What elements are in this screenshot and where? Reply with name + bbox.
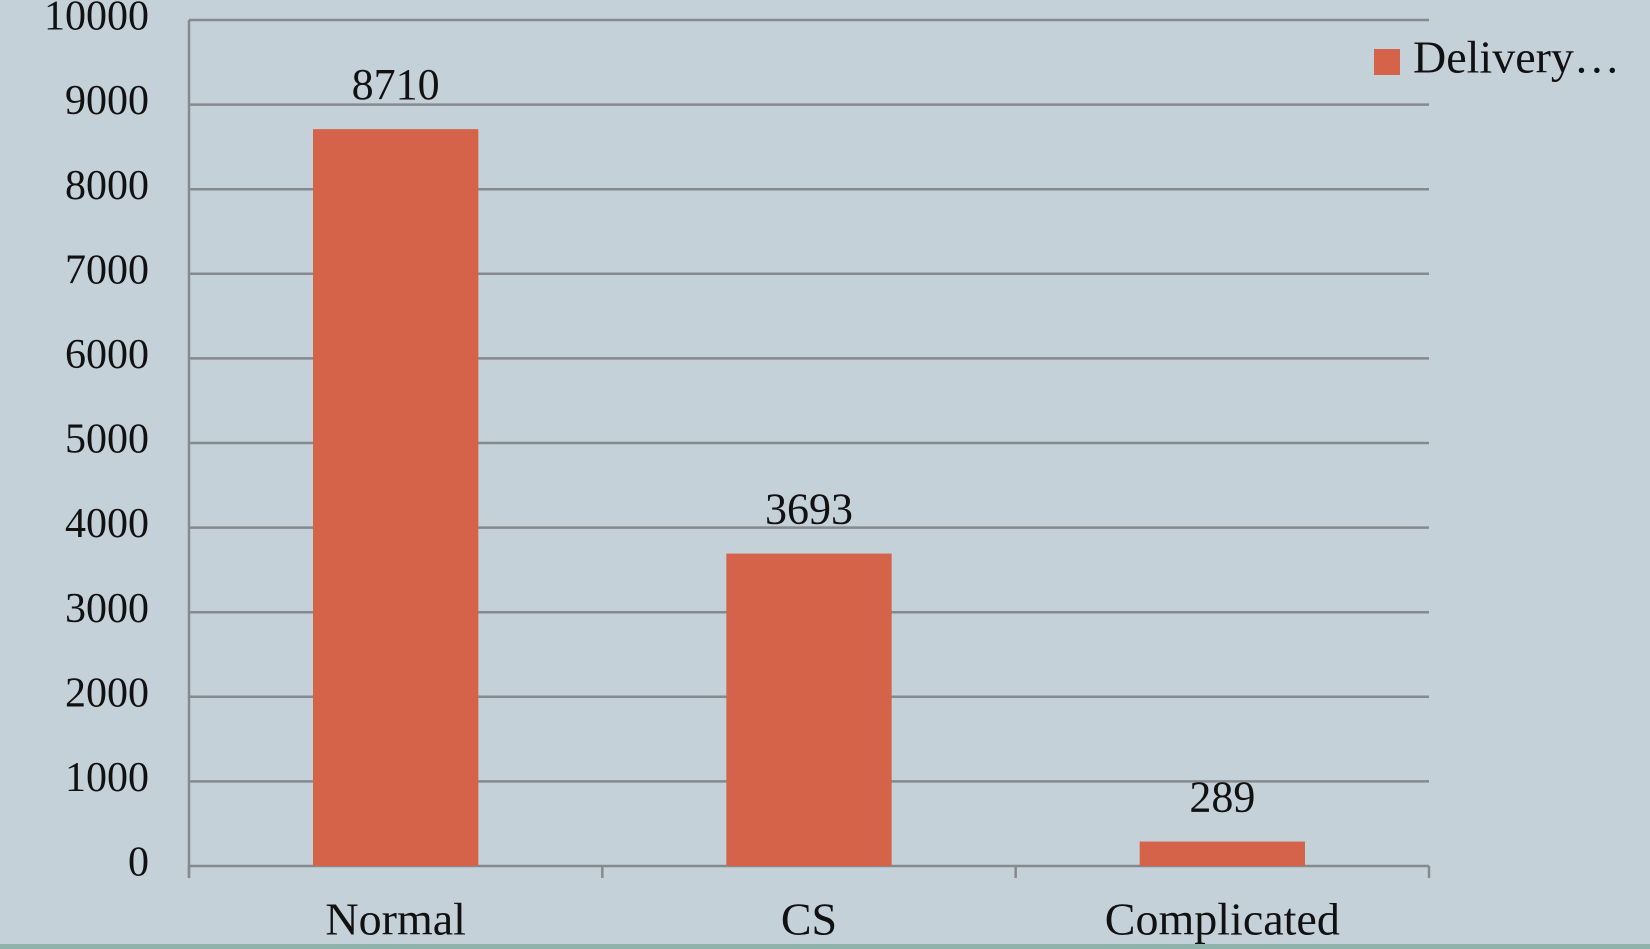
bar — [313, 129, 479, 866]
y-tick-label: 1000 — [65, 755, 149, 801]
legend-swatch — [1374, 49, 1400, 75]
bar — [726, 553, 892, 866]
bar — [1139, 841, 1305, 866]
y-tick-label: 8000 — [65, 163, 149, 209]
y-tick-label: 7000 — [65, 247, 149, 293]
data-label: 289 — [1189, 773, 1255, 822]
bottom-strip — [0, 944, 1650, 949]
y-tick-label: 0 — [128, 840, 149, 886]
data-label: 3693 — [765, 485, 853, 534]
x-tick-label: Complicated — [1105, 894, 1340, 945]
y-tick-label: 4000 — [65, 501, 149, 547]
y-tick-label: 10000 — [44, 0, 149, 40]
legend-label: Delivery… — [1413, 32, 1620, 83]
y-tick-label: 9000 — [65, 78, 149, 124]
y-tick-label: 3000 — [65, 586, 149, 632]
y-tick-label: 2000 — [65, 670, 149, 716]
x-tick-label: CS — [781, 894, 837, 945]
x-tick-label: Normal — [325, 894, 466, 945]
y-tick-label: 5000 — [65, 417, 149, 463]
y-tick-label: 6000 — [65, 332, 149, 378]
data-label: 8710 — [352, 60, 440, 109]
